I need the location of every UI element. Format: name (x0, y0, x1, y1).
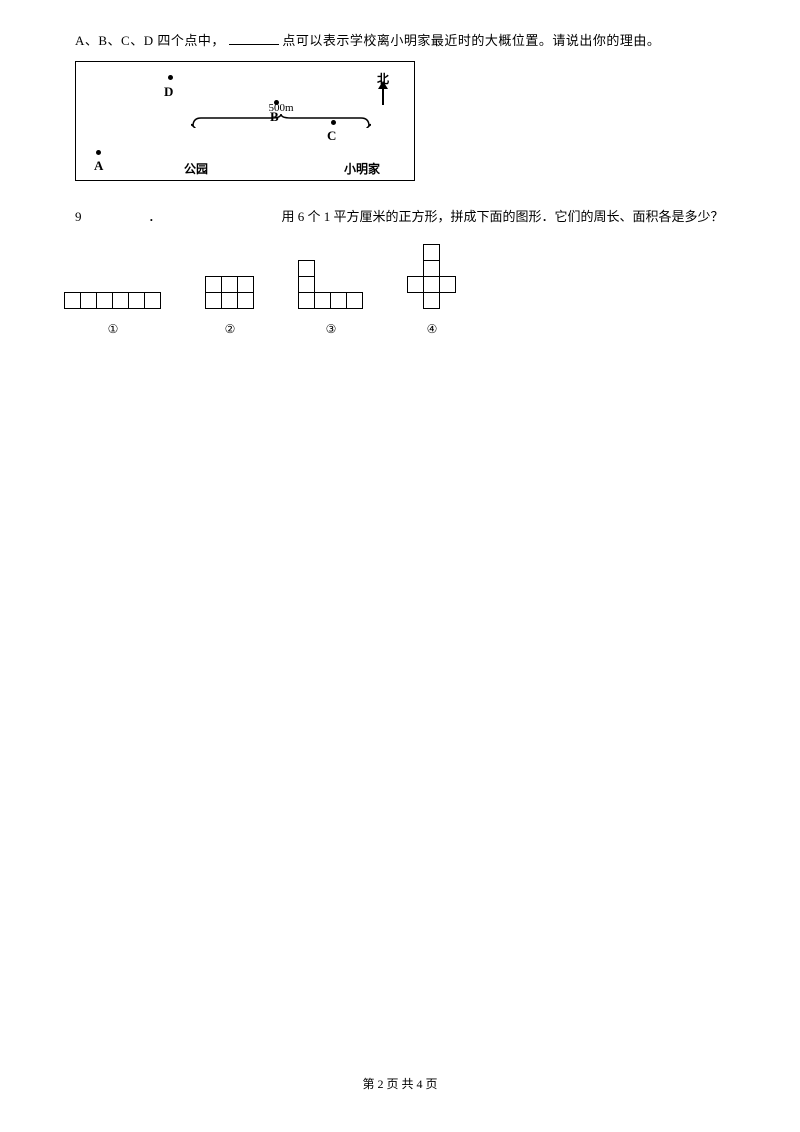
map-diagram: 北 D B C A 公园 小明家 500m (75, 61, 415, 181)
point-d-dot (168, 75, 173, 80)
q9-text: 9 ． 用 6 个 1 平方厘米的正方形，拼成下面的图形．它们的周长、面积各是多… (75, 206, 725, 225)
shapes-container: ① ② ③ (65, 245, 725, 337)
shape-4-grid (408, 245, 456, 309)
q9-dot: ． (148, 206, 278, 225)
shape-3-grid (299, 261, 363, 309)
q8-blank[interactable] (229, 44, 279, 45)
brace-icon (191, 114, 371, 126)
point-a-dot (96, 150, 101, 155)
q8-text: A、B、C、D 四个点中， 点可以表示学校离小明家最近时的大概位置。请说出你的理… (75, 30, 725, 49)
distance-label: 500m (191, 102, 371, 114)
shape-2: ② (206, 277, 254, 337)
point-c-label: C (327, 128, 336, 144)
shape-2-grid (206, 277, 254, 309)
q8-prefix: A、B、C、D 四个点中， (75, 33, 225, 48)
north-indicator: 北 (377, 70, 389, 105)
point-a-label: A (94, 158, 103, 174)
point-d-label: D (164, 84, 173, 100)
shape-3-label: ③ (299, 322, 363, 337)
shape-2-label: ② (206, 322, 254, 337)
shape-1-grid (65, 293, 161, 309)
q9-question: 用 6 个 1 平方厘米的正方形，拼成下面的图形．它们的周长、面积各是多少？ (282, 209, 724, 224)
park-label: 公园 (184, 160, 208, 177)
shape-1-label: ① (65, 322, 161, 337)
q9-number: 9 (75, 209, 145, 225)
shape-4-label: ④ (408, 322, 456, 337)
arrow-icon (382, 87, 384, 105)
q8-suffix: 点可以表示学校离小明家最近时的大概位置。请说出你的理由。 (282, 33, 660, 48)
shape-3: ③ (299, 261, 363, 337)
shape-1: ① (65, 293, 161, 337)
shape-4: ④ (408, 245, 456, 337)
page-footer: 第 2 页 共 4 页 (0, 1075, 800, 1092)
home-label: 小明家 (344, 160, 380, 177)
